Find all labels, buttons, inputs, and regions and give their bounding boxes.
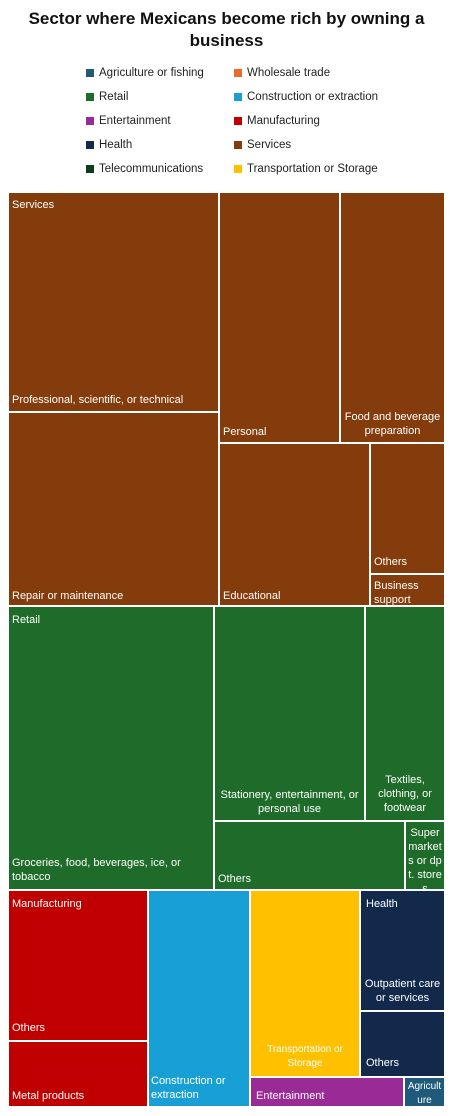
treemap-cell-label: Construction or extraction [151,1075,226,1101]
legend-swatch [234,141,242,149]
treemap-cell-label: Others [374,556,408,568]
treemap-cell-label: Groceries, food, beverages, ice, or toba… [12,857,181,883]
treemap-cell-label: Supermarkets or dpt. stores [408,827,442,895]
legend-swatch [86,141,94,149]
treemap-cell [250,1077,404,1107]
treemap-cell [404,1077,445,1107]
sector-header: Retail [12,614,41,626]
treemap-cell [214,606,365,821]
legend-label: Retail [99,91,129,103]
legend-swatch [86,165,94,173]
treemap-cell [340,192,445,443]
treemap-cell-label: Personal [223,426,267,438]
treemap-cell [360,890,445,1011]
treemap-cell [8,192,219,412]
sector-header: Services [12,199,55,211]
treemap-cell-label: Stationery, entertainment, or personal u… [220,789,359,815]
legend-swatch [86,117,94,125]
chart-title: Sector where Mexicans become rich by own… [28,9,425,50]
legend-swatch [234,165,242,173]
legend-swatch [234,93,242,101]
sector-header: Manufacturing [12,898,82,910]
legend-label: Health [99,139,133,151]
legend-label: Manufacturing [247,115,320,127]
legend-label: Entertainment [99,115,171,127]
treemap-cell [219,192,340,443]
sector-header: Health [366,898,398,910]
treemap-cell-label: Entertainment [256,1090,325,1102]
treemap-cell [250,890,360,1077]
treemap-cell-label: Agriculture [407,1081,442,1106]
treemap-cell-label: Others [366,1057,400,1069]
legend-swatch [86,93,94,101]
legend: Agriculture or fishing Wholesale trade Ret… [0,66,453,182]
treemap-cell-label: Metal products [12,1090,85,1102]
treemap-cell [8,890,148,1041]
treemap-cell [214,821,405,890]
treemap-cell [8,412,219,606]
legend-label: Wholesale trade [247,67,331,79]
treemap-cell-label: Textiles, clothing, or footwear [378,774,432,814]
treemap-cell-label: Outpatient care or services [364,978,441,1004]
treemap-cell [365,606,445,821]
legend-swatch [234,69,242,77]
treemap-cell [8,1041,148,1107]
treemap-cell-label: Others [218,873,252,885]
treemap-cell-label: Professional, scientific, or technical [12,394,184,406]
legend-label: Construction or extraction [247,91,379,103]
treemap-cell-label: Transportation or Storage [267,1044,343,1069]
treemap-cell [8,606,214,890]
treemap-cell [405,821,445,890]
treemap-cell-label: Food and beverage preparation [344,411,441,437]
treemap-cell-label: Others [12,1022,46,1034]
treemap-cell [360,1011,445,1077]
treemap-cell [219,443,370,606]
treemap-cell-label: Business support [374,580,419,606]
legend-label: Telecommunications [99,163,204,175]
treemap-cell-label: Repair or maintenance [12,590,124,602]
legend-label: Transportation or Storage [247,163,378,175]
treemap-cell-label: Educational [223,590,281,602]
legend-swatch [234,117,242,125]
legend-label: Services [247,139,292,151]
legend-swatch [86,69,94,77]
treemap-cell [370,443,445,574]
legend-label: Agriculture or fishing [99,67,204,79]
treemap-cell [370,574,445,606]
treemap-cell [148,890,250,1107]
